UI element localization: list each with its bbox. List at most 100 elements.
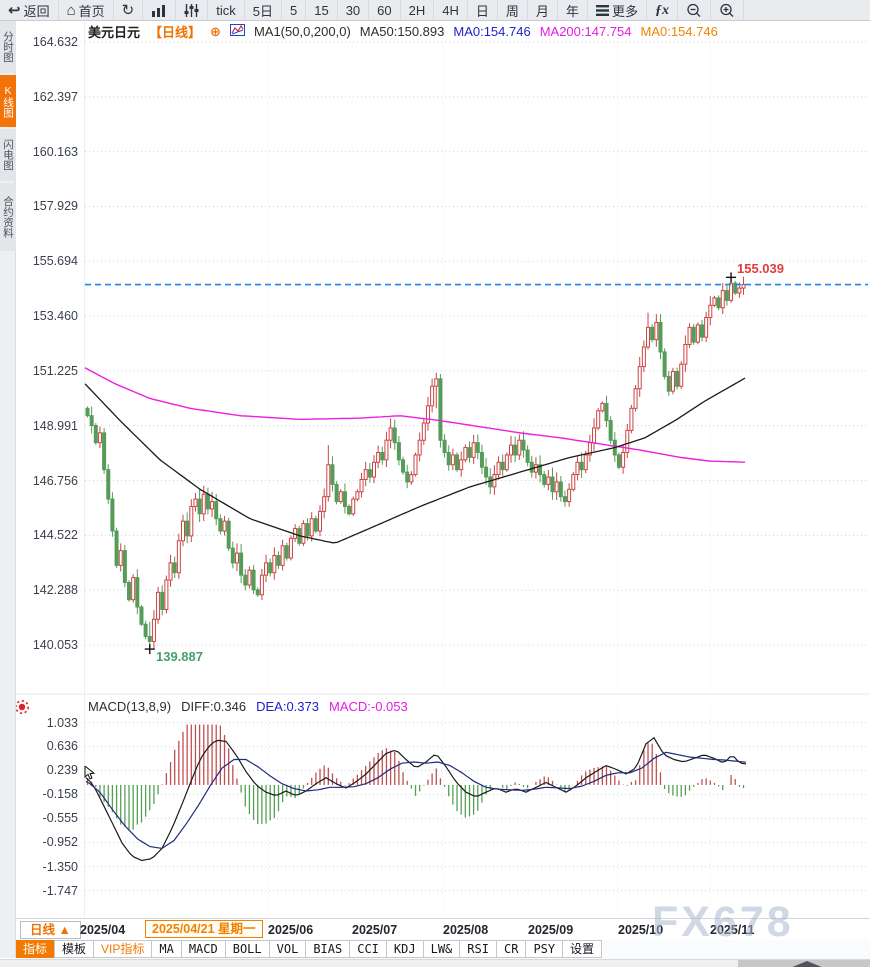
period-month-button[interactable]: 月 [528, 0, 558, 20]
add-indicator-icon[interactable]: ⊕ [210, 23, 221, 39]
period-4h-button-label: 4H [442, 2, 459, 18]
highest-price-label: 155.039 [737, 261, 784, 276]
period-day-button[interactable]: 日 [468, 0, 498, 20]
hovered-date-label: 2025/04/21 星期一 [145, 920, 263, 938]
period-year-button[interactable]: 年 [558, 0, 588, 20]
indicator-button-[interactable]: 模板 [54, 940, 95, 958]
dea-line [85, 751, 747, 850]
period-selector-button[interactable]: 日线 ▲ [20, 921, 81, 939]
chart-type-sidebar: 分时图 K线图闪电图合约资料 [0, 21, 16, 958]
back-button[interactable]: ↩ 返回 [0, 0, 59, 20]
price-axis-tick: 164.632 [32, 35, 78, 49]
indicator-button-macd[interactable]: MACD [180, 940, 226, 958]
kline-chart-icon [151, 4, 167, 17]
menu-icon [595, 4, 609, 16]
symbol-name: 美元日元 [88, 25, 141, 40]
back-button-label: 返回 [23, 3, 50, 19]
indicator-button-ma[interactable]: MA [151, 940, 182, 958]
macd-histogram [86, 724, 745, 830]
period-15-button[interactable]: 15 [306, 0, 338, 20]
period-60-button-label: 60 [377, 2, 392, 18]
macd-axis-tick: -1.350 [42, 859, 78, 874]
zoom-in-icon [719, 3, 735, 18]
period-year-button-label: 年 [565, 3, 579, 19]
period-30-button[interactable]: 30 [338, 0, 370, 20]
indicator-button-bias[interactable]: BIAS [305, 940, 351, 958]
zoom-out-button[interactable] [678, 0, 711, 20]
period-15-button-label: 15 [314, 2, 329, 18]
dea-value: DEA:0.373 [256, 699, 319, 714]
period-month-button-label: 月 [535, 3, 549, 19]
indicator-button-lw[interactable]: LW& [422, 940, 461, 958]
macd-header: MACD(13,8,9) DIFF:0.346 DEA:0.373 MACD:-… [88, 699, 408, 714]
indicator-settings-icon[interactable] [13, 698, 31, 721]
mini-chart-icon [229, 24, 245, 39]
indicator-button-[interactable]: 指标 [15, 940, 56, 958]
indicator-button-[interactable]: 设置 [562, 940, 603, 958]
indicator-button-cr[interactable]: CR [495, 940, 527, 958]
period-label: 【日线】 [149, 25, 202, 40]
ma0-blue-value: MA0:154.746 [453, 24, 531, 39]
period-tick-button[interactable]: tick [208, 0, 245, 20]
sidebar-tab-2[interactable]: K线图 [0, 75, 16, 127]
indicator-button-psy[interactable]: PSY [525, 940, 564, 958]
indicator-button-vip[interactable]: VIP指标 [93, 940, 153, 958]
indicator-button-boll[interactable]: BOLL [224, 940, 270, 958]
indicator-style-button[interactable] [176, 0, 209, 20]
indicator-button-kdj[interactable]: KDJ [385, 940, 424, 958]
period-60-button[interactable]: 60 [369, 0, 401, 20]
period-2h-button-label: 2H [408, 2, 426, 18]
macd-value: MACD:-0.053 [328, 699, 408, 714]
ma50-line [84, 377, 746, 544]
refresh-icon: ↻ [121, 1, 135, 19]
top-toolbar: ↩ 返回 ⌂ 首页 ↻ tick 5日 5 15 30 60 2H 4H 日周月年更多 ƒx [0, 0, 870, 21]
more-button[interactable]: 更多 [588, 0, 647, 20]
sidebar-tab-4[interactable]: 合约资料 [0, 183, 16, 251]
date-axis-label: 2025/06 [268, 923, 314, 937]
gridlines [16, 22, 870, 918]
chart-style-button[interactable] [143, 0, 177, 20]
indicator-button-rsi[interactable]: RSI [459, 940, 497, 958]
price-axis-tick: 148.991 [32, 418, 78, 433]
candlestick-series [85, 276, 746, 650]
refresh-button[interactable]: ↻ [114, 0, 144, 20]
price-axis-tick: 144.522 [32, 528, 78, 543]
sidebar-tab-3[interactable]: 闪电图 [0, 129, 16, 181]
kline-header: 美元日元 【日线】 ⊕ MA1(50,0,200,0) MA50:150.893… [88, 22, 718, 41]
date-axis-label: 2025/04 [80, 923, 126, 937]
indicator-button-cci[interactable]: CCI [349, 940, 387, 958]
ma0-orange-value: MA0:154.746 [640, 24, 718, 39]
indicator-toolbar: 指标 模板 VIP指标 MA MACD BOLL VOL BIAS CCI KDJ LW& RSI CR… [15, 940, 870, 959]
period-tick-button-label: tick [216, 2, 236, 18]
home-button[interactable]: ⌂ 首页 [59, 0, 114, 20]
macd-axis-tick: -1.747 [42, 883, 78, 898]
home-button-label: 首页 [78, 3, 105, 19]
zoom-in-button[interactable] [711, 0, 744, 20]
date-axis-label: 2025/07 [352, 923, 398, 937]
price-axis-tick: 160.163 [32, 144, 78, 159]
macd-axis-tick: 0.636 [46, 739, 78, 754]
period-5d-button[interactable]: 5日 [245, 0, 282, 20]
ma200-value: MA200:147.754 [539, 24, 632, 39]
macd-params-label: MACD(13,8,9) [88, 699, 172, 714]
period-2h-button[interactable]: 2H [401, 0, 435, 20]
price-axis-tick: 155.694 [32, 254, 78, 269]
period-5-button-label: 5 [289, 2, 298, 18]
horizontal-scrollbar[interactable] [0, 959, 870, 967]
indicator-button-vol[interactable]: VOL [268, 940, 307, 958]
diff-line [85, 736, 747, 862]
price-axis-tick: 157.929 [32, 199, 78, 214]
period-4h-button[interactable]: 4H [434, 0, 468, 20]
scrollbar-grip-icon[interactable] [790, 961, 824, 967]
fx-button[interactable]: ƒx [647, 0, 678, 20]
more-button-label: 更多 [611, 3, 638, 19]
period-5-button[interactable]: 5 [282, 0, 307, 20]
period-week-button-label: 周 [505, 3, 519, 19]
lowest-price-label: 139.887 [156, 649, 203, 664]
back-icon: ↩ [8, 1, 21, 19]
period-week-button[interactable]: 周 [498, 0, 528, 20]
sidebar-tab-1[interactable]: 分时图 [0, 21, 16, 73]
mouse-cursor-icon [84, 764, 96, 785]
